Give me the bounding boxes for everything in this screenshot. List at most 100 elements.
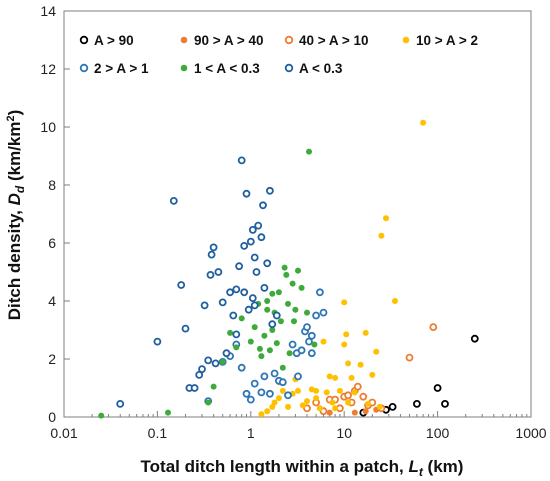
data-point-series-3 xyxy=(344,391,353,400)
data-point-series-6 xyxy=(306,148,312,155)
x-tick-label: 0.1 xyxy=(148,425,168,441)
data-point-series-7 xyxy=(222,349,231,358)
data-point-series-7 xyxy=(252,268,261,276)
data-point-series-7 xyxy=(272,311,281,320)
data-point-series-7 xyxy=(181,324,190,333)
y-tick-label: 12 xyxy=(40,61,56,77)
data-point-series-6 xyxy=(311,341,318,348)
data-point-series-7 xyxy=(263,259,272,268)
data-point-series-4 xyxy=(279,387,286,394)
data-point-series-4 xyxy=(341,341,348,348)
x-tick-label: 1000 xyxy=(515,425,546,441)
data-point-series-6 xyxy=(298,284,305,291)
data-point-series-7 xyxy=(259,201,267,210)
data-point-series-6 xyxy=(256,345,263,352)
data-point-series-4 xyxy=(329,399,336,406)
data-point-series-6 xyxy=(264,298,271,304)
data-point-series-4 xyxy=(299,402,306,409)
data-point-series-5 xyxy=(242,389,251,398)
y-tick-label: 6 xyxy=(48,235,56,251)
data-point-series-7 xyxy=(235,262,244,271)
legend-label: 90 > A > 40 xyxy=(194,33,264,48)
tick-labels: 0.01 0.1 1 10 100 1000 0 2 4 6 8 10 12 14 xyxy=(40,3,546,441)
legend-label: 2 > A > 1 xyxy=(94,61,149,76)
data-point-series-6 xyxy=(275,289,282,296)
data-point-series-6 xyxy=(251,324,258,331)
data-point-series-2 xyxy=(326,409,333,416)
data-point-series-7 xyxy=(195,370,204,379)
x-axis-title: Total ditch length within a patch, Lt (k… xyxy=(141,457,464,479)
data-point-series-6 xyxy=(285,300,291,307)
data-point-series-5 xyxy=(257,388,266,397)
data-point-series-4 xyxy=(392,298,398,304)
data-point-series-5 xyxy=(246,395,255,404)
legend-label: A > 90 xyxy=(94,33,134,48)
data-point-series-7 xyxy=(218,298,227,307)
data-point-series-7 xyxy=(211,359,220,368)
data-point-series-3 xyxy=(303,404,311,413)
data-point-series-6 xyxy=(219,358,226,365)
legend: A > 90 90 > A > 40 40 > A > 10 10 > A > 2 2 … xyxy=(79,33,478,76)
data-point-series-4 xyxy=(316,405,323,412)
data-point-series-5 xyxy=(288,340,297,349)
data-point-series-7 xyxy=(229,311,238,320)
data-point-series-5 xyxy=(307,331,316,340)
y-tick-label: 8 xyxy=(48,177,56,193)
data-point-series-7 xyxy=(250,301,259,310)
data-point-series-7 xyxy=(260,283,269,292)
data-point-series-4 xyxy=(351,389,358,396)
legend-marker xyxy=(284,35,294,45)
data-point-series-4 xyxy=(264,408,271,415)
y-tick-label: 4 xyxy=(48,293,56,309)
data-point-series-7 xyxy=(268,320,277,329)
data-point-series-4 xyxy=(320,338,327,345)
data-point-series-6 xyxy=(269,290,276,297)
data-point-series-5 xyxy=(260,372,269,381)
data-point-series-4 xyxy=(345,360,352,367)
data-point-series-3 xyxy=(429,323,438,332)
data-point-series-7 xyxy=(237,156,246,165)
data-point-series-6 xyxy=(273,340,280,347)
data-point-series-1 xyxy=(412,399,421,408)
data-point-series-7 xyxy=(232,285,241,294)
data-point-series-5 xyxy=(270,369,279,378)
data-point-series-6 xyxy=(266,347,273,354)
data-point-series-1 xyxy=(470,334,479,343)
data-point-series-4 xyxy=(271,399,278,406)
data-point-series-7 xyxy=(240,241,249,250)
data-point-series-4 xyxy=(313,395,320,402)
data-point-series-4 xyxy=(304,398,310,405)
data-point-series-7 xyxy=(246,237,255,246)
data-point-series-6 xyxy=(247,338,254,345)
data-point-series-6 xyxy=(291,318,297,325)
data-point-series-4 xyxy=(295,387,301,394)
data-point-series-4 xyxy=(343,331,350,338)
data-point-series-4 xyxy=(373,348,380,355)
y-tick-label: 10 xyxy=(40,119,56,135)
data-points xyxy=(98,119,479,419)
data-point-series-1 xyxy=(441,399,449,408)
data-point-series-4 xyxy=(378,232,385,239)
data-point-series-4 xyxy=(376,403,383,410)
data-point-series-5 xyxy=(265,389,274,398)
legend-marker xyxy=(79,35,89,45)
data-point-series-1 xyxy=(433,384,442,392)
data-point-series-4 xyxy=(345,399,352,406)
x-tick-label: 0.01 xyxy=(50,425,77,441)
data-point-series-7 xyxy=(248,294,257,303)
y-tick-label: 0 xyxy=(48,409,56,425)
data-point-series-4 xyxy=(258,411,265,418)
plot-frame xyxy=(63,10,532,418)
data-point-series-5 xyxy=(250,379,259,388)
data-point-series-6 xyxy=(210,383,217,390)
data-point-series-7 xyxy=(207,250,216,259)
data-point-series-7 xyxy=(190,384,199,392)
data-point-series-7 xyxy=(214,268,223,276)
data-point-series-6 xyxy=(292,306,299,313)
data-point-series-6 xyxy=(283,271,290,278)
data-point-series-4 xyxy=(323,389,330,396)
data-point-series-7 xyxy=(209,243,218,252)
data-point-series-7 xyxy=(204,356,213,365)
data-point-series-7 xyxy=(153,337,162,346)
data-point-series-1 xyxy=(388,402,397,411)
